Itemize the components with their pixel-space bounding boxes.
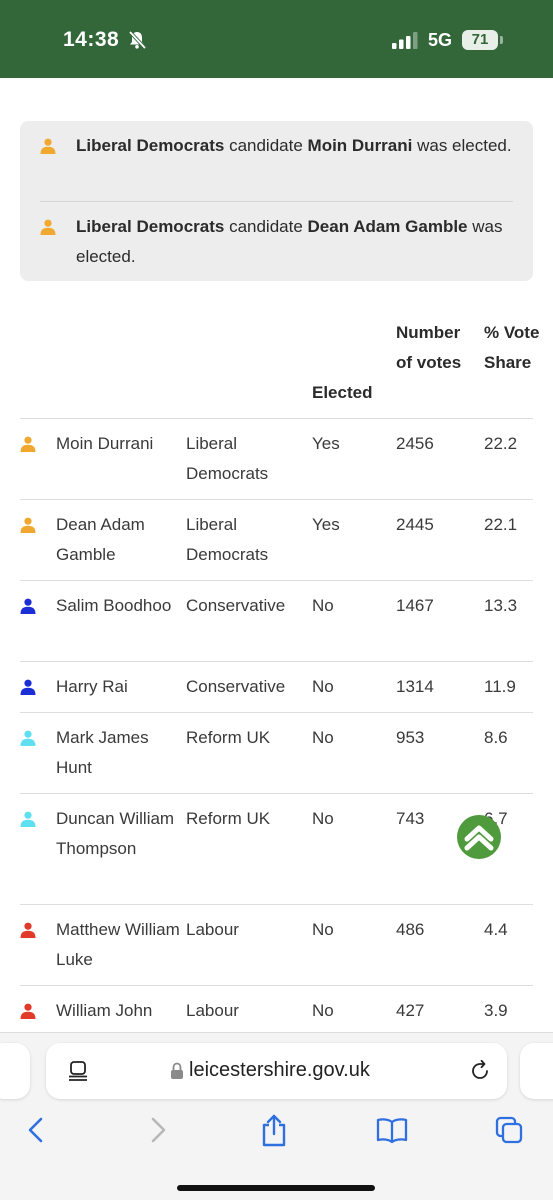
candidate-name: Mark James Hunt [56,728,149,777]
vote-count: 953 [396,728,425,747]
elected-notice-2: Liberal Democrats candidate Dean Adam Ga… [40,212,513,272]
status-bar: 14:38 5G 71 [0,0,553,78]
network-type: 5G [428,30,453,50]
candidate-name: Duncan William Thompson [56,809,175,858]
back-icon[interactable] [22,1115,52,1145]
vote-count: 486 [396,920,425,939]
previous-tab-peek[interactable] [0,1043,30,1099]
candidate-party: Liberal Democrats [186,434,269,483]
vote-share: 3.9 [484,1001,508,1020]
vote-count: 1314 [396,677,434,696]
table-row: Salim Boodhoo Conservative No 1467 13.3 [20,580,533,661]
vote-share: 13.3 [484,596,518,615]
table-row: Matthew William Luke Labour No 486 4.4 [20,904,533,985]
table-row: William John Labour No 427 3.9 [20,985,533,1045]
reload-icon[interactable] [468,1059,492,1083]
vote-share: 8.6 [484,728,508,747]
forward-icon[interactable] [142,1115,172,1145]
candidate-name: Matthew William Luke [56,920,180,969]
candidate-name: Harry Rai [56,677,128,696]
elected-status: No [312,596,334,615]
candidate-party: Reform UK [186,809,271,828]
person-icon [40,138,56,154]
person-icon [20,922,36,938]
lock-icon [171,1062,183,1079]
vote-count: 2445 [396,515,434,534]
address-bar[interactable]: leicestershire.gov.uk [46,1043,507,1099]
table-row: Moin Durrani Liberal Democrats Yes 2456 22.2 [20,418,533,499]
candidate-name: Moin Durrani [56,434,154,453]
url-text: leicestershire.gov.uk [189,1059,370,1081]
elected-notice-1: Liberal Democrats candidate Moin Durrani… [40,131,513,161]
next-tab-peek[interactable] [520,1043,553,1099]
person-icon [20,679,36,695]
candidate-party: Conservative [186,677,286,696]
candidate-party: Reform UK [186,728,271,747]
elected-status: No [312,728,334,747]
signal-icon [392,32,418,49]
person-icon [20,730,36,746]
chevron-up-icon [464,825,494,851]
vote-count: 1467 [396,596,434,615]
reader-icon[interactable] [66,1059,90,1083]
candidate-name: Salim Boodhoo [56,596,172,615]
table-row: Mark James Hunt Reform UK No 953 8.6 [20,712,533,793]
elected-status: Yes [312,434,340,453]
person-icon [20,517,36,533]
home-indicator [177,1185,375,1191]
candidate-party: Labour [186,1001,239,1020]
table-row: Dean Adam Gamble Liberal Democrats Yes 2445… [20,499,533,580]
notice-candidate: Moin Durrani [307,136,413,155]
elected-status: No [312,1001,334,1020]
elected-status: No [312,677,334,696]
vote-share: 22.1 [484,515,518,534]
browser-toolbar: leicestershire.gov.uk [0,1032,553,1200]
vote-share: 11.9 [484,677,516,696]
battery-tip [500,36,503,44]
candidate-party: Conservative [186,596,286,615]
person-icon [40,219,56,235]
candidate-name: Dean Adam Gamble [56,515,145,564]
header-votes: Number of votes [396,323,462,372]
person-icon [20,598,36,614]
status-time: 14:38 [63,28,120,51]
header-share: % Vote Share [484,323,540,372]
notice-candidate: Dean Adam Gamble [307,217,468,236]
share-icon[interactable] [258,1113,290,1147]
vote-count: 743 [396,809,425,828]
header-elected: Elected [312,383,373,402]
battery-level: 71 [462,30,498,50]
table-row: Harry Rai Conservative No 1314 11.9 [20,661,533,712]
vote-share: 4.4 [484,920,508,939]
person-icon [20,1003,36,1019]
elected-status: No [312,809,334,828]
scroll-to-top-button[interactable] [457,815,501,859]
bell-slash-icon [128,30,147,50]
person-icon [20,436,36,452]
notice-party: Liberal Democrats [76,217,225,236]
notice-party: Liberal Democrats [76,136,225,155]
notice-divider [40,201,513,202]
person-icon [20,811,36,827]
table-row: Duncan William Thompson Reform UK No 743 6.7 [20,793,533,904]
bookmarks-icon[interactable] [375,1115,409,1145]
vote-count: 427 [396,1001,425,1020]
vote-count: 2456 [396,434,434,453]
vote-share: 22.2 [484,434,518,453]
candidate-party: Labour [186,920,239,939]
elected-status: No [312,920,334,939]
elected-notice-box: Liberal Democrats candidate Moin Durrani… [20,121,533,281]
candidate-party: Liberal Democrats [186,515,269,564]
tabs-icon[interactable] [494,1115,524,1145]
elected-status: Yes [312,515,340,534]
candidate-name: William John [56,1001,153,1020]
